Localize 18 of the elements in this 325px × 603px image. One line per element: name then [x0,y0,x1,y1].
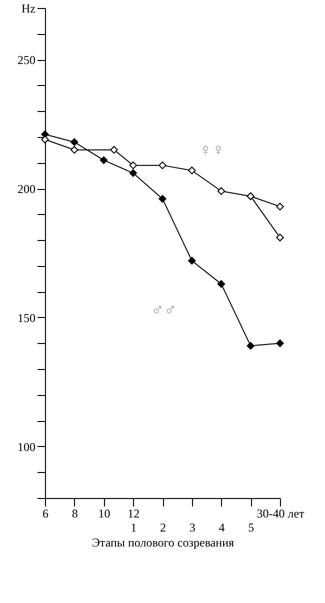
x-tick-label: 10 [98,506,110,520]
x2-tick-label: 2 [160,520,166,534]
x-tick-label: 6 [42,506,48,520]
x2-tick-label: 1 [130,520,137,534]
y-tick-label: Hz [22,2,36,16]
text: ♂♂ [151,300,177,320]
x-tick-label: 8 [72,506,78,520]
x-tick-label: 30-40 лет [256,506,306,520]
x2-tick-label: 4 [218,520,225,534]
y-tick-label: 150 [18,310,36,325]
series-label: ♀♀ [199,140,225,160]
y-tick-label: 200 [18,182,36,196]
x2-axis-title: Этапы полового созревания [92,536,234,550]
x2-tick-label: 5 [248,520,254,534]
y-tick-label: 250 [18,53,36,68]
x-tick-label: 12 [128,506,140,520]
x2-tick-label: 3 [189,520,196,534]
y-tick-label: 100 [18,440,36,454]
